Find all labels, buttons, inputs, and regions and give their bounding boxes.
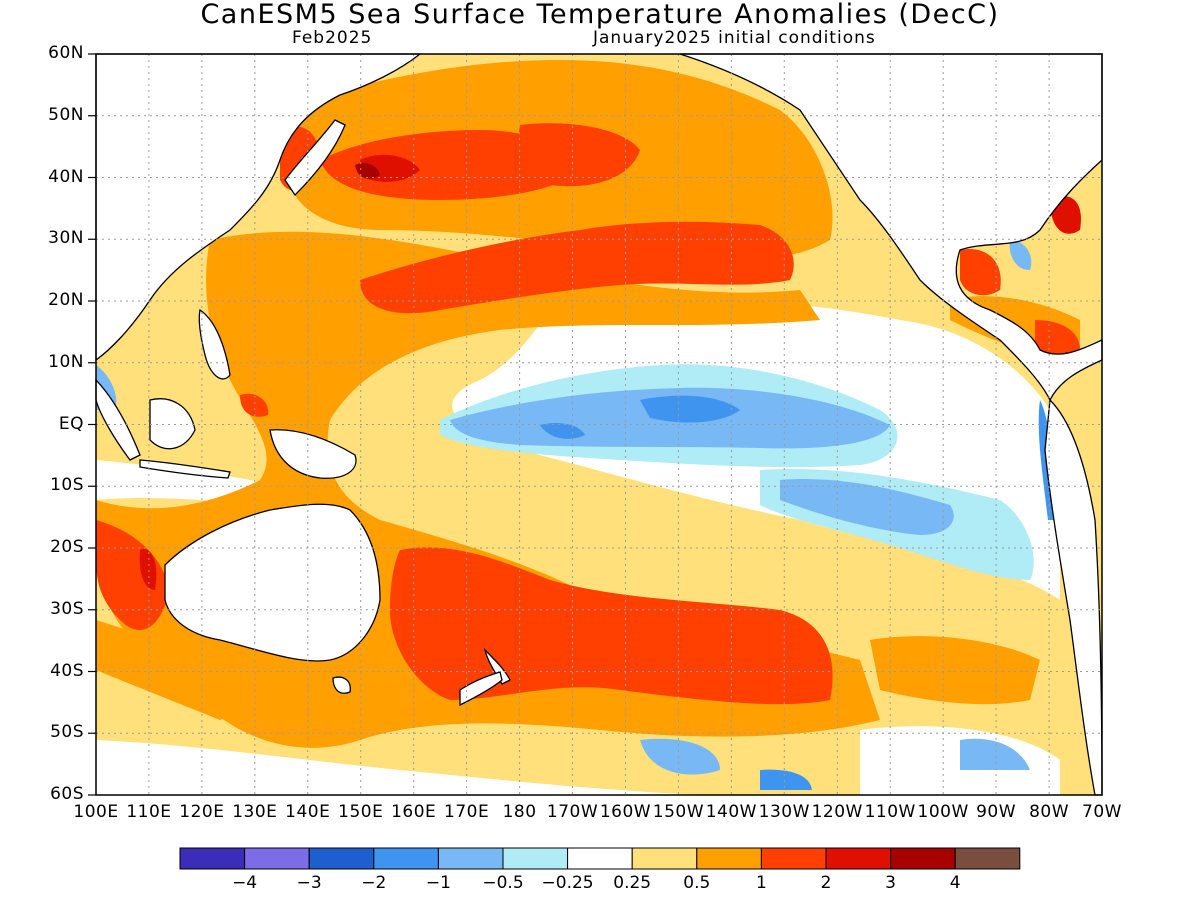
warm-core-north-subtropical	[360, 221, 794, 314]
lon-label: 160E	[391, 802, 437, 822]
lat-label: 40N	[48, 166, 84, 187]
colorbar	[179, 847, 1021, 870]
lon-label: 120W	[811, 802, 863, 822]
lat-label: 40S	[50, 660, 84, 681]
colorbar-swatch	[825, 847, 892, 870]
lat-label: 30N	[48, 228, 84, 249]
lon-label: 130E	[232, 802, 278, 822]
colorbar-swatch	[244, 847, 310, 870]
map-title: CanESM5 Sea Surface Temperature Anomalie…	[200, 0, 1000, 30]
lon-label: 100W	[917, 802, 969, 822]
colorbar-swatch	[954, 847, 1021, 870]
lon-label: 170E	[444, 802, 490, 822]
australia	[164, 503, 381, 662]
lat-label: 10S	[50, 475, 84, 496]
lon-label: 130W	[758, 802, 810, 822]
lon-label: 90W	[976, 802, 1017, 822]
lon-label: 110W	[864, 802, 916, 822]
colorbar-label: −3	[296, 873, 322, 893]
lon-label: 160W	[599, 802, 652, 822]
lat-label: 10N	[48, 351, 84, 372]
lon-label: 70W	[1082, 802, 1122, 822]
colorbar-label: 1	[755, 873, 767, 893]
colorbar-label: 0.25	[613, 873, 652, 893]
lat-label: 50N	[48, 104, 84, 125]
lat-label: 30S	[50, 598, 84, 619]
lon-label: 180	[502, 802, 537, 822]
colorbar-label: −0.5	[482, 873, 524, 893]
colorbar-label: 4	[949, 873, 961, 893]
lon-label: 140E	[285, 802, 331, 822]
new-zealand-south	[459, 671, 503, 707]
lat-label: 20S	[50, 537, 84, 557]
colorbar-label: 2	[820, 873, 832, 893]
colorbar-label: −4	[232, 873, 258, 893]
colorbar-swatch	[308, 847, 375, 870]
colorbar-swatch	[179, 847, 246, 870]
lon-label: 110E	[126, 802, 172, 822]
lon-label: 140W	[705, 802, 757, 822]
colorbar-swatch	[696, 847, 762, 870]
new-zealand-north	[483, 647, 511, 685]
lat-label: EQ	[58, 413, 84, 434]
lon-label: 170W	[546, 802, 599, 822]
warm-core-south-subtropical	[390, 547, 833, 705]
axis-ticks	[88, 53, 96, 796]
java	[139, 459, 231, 479]
colorbar-swatch	[631, 847, 698, 870]
asia-mainland	[95, 53, 422, 362]
lat-label: 50S	[50, 722, 84, 743]
lon-label: 80W	[1029, 802, 1070, 822]
lat-label: 60N	[48, 43, 84, 63]
forecast-month: Feb2025	[292, 28, 373, 48]
lat-label: 20N	[48, 290, 84, 310]
colorbar-swatch	[373, 847, 439, 870]
initial-conditions: January2025 initial conditions	[593, 28, 876, 48]
tasmania	[332, 676, 351, 694]
lon-label: 100E	[73, 802, 119, 822]
colorbar-label: 0.5	[683, 873, 711, 893]
colorbar-label: −2	[361, 873, 387, 893]
colorbar-swatch	[437, 847, 504, 870]
colorbar-swatch	[567, 847, 633, 870]
colorbar-swatch	[760, 847, 827, 870]
lat-label: 60S	[50, 784, 84, 804]
philippines	[198, 308, 231, 380]
colorbar-swatch	[502, 847, 569, 870]
lon-label: 150W	[652, 802, 705, 822]
colorbar-swatch	[890, 847, 956, 870]
colorbar-label: 3	[885, 873, 896, 893]
sumatra	[95, 378, 141, 461]
colorbar-label: −0.25	[541, 873, 594, 893]
new-guinea	[269, 429, 357, 479]
borneo	[149, 398, 196, 450]
colorbar-label: −1	[425, 873, 451, 893]
lon-label: 150E	[338, 802, 384, 822]
lon-label: 120E	[179, 802, 225, 822]
